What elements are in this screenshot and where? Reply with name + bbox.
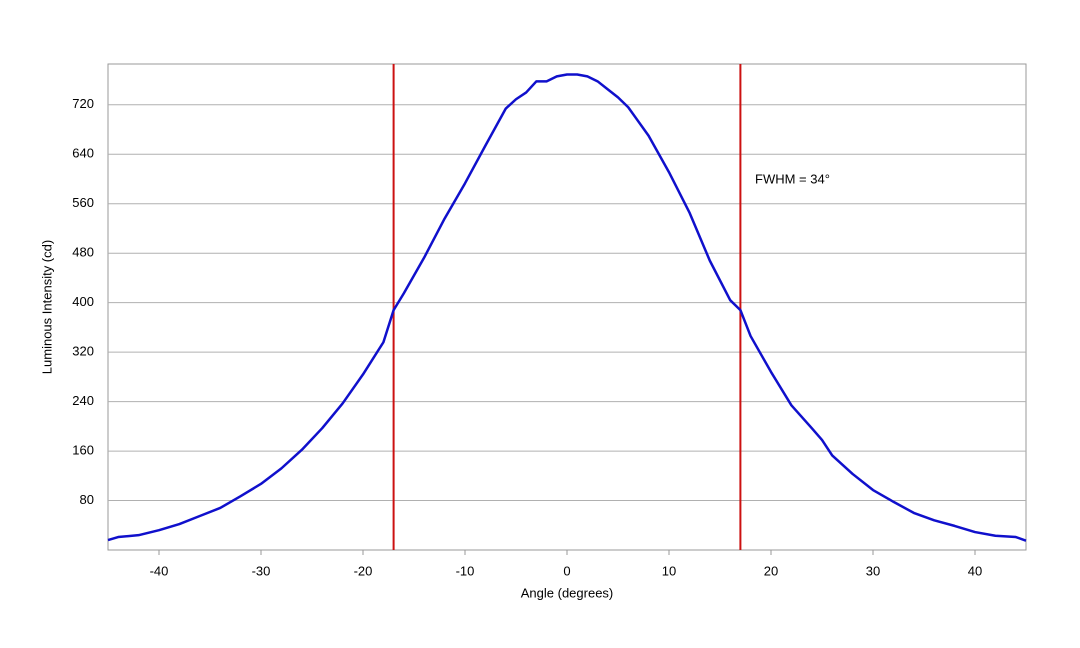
y-tick-label: 80 [80,492,94,507]
data-line [107,73,1027,542]
x-tick-label: -20 [354,563,373,578]
y-axis-label: Luminous Intensity (cd) [39,240,54,374]
y-tick-label: 160 [72,443,94,458]
x-axis-label: Angle (degrees) [521,585,614,600]
y-tick-label: 400 [72,294,94,309]
x-tick-label: -10 [456,563,475,578]
y-tick-label: 640 [72,146,94,161]
y-tick-label: 720 [72,96,94,111]
y-tick-label: 240 [72,393,94,408]
x-tick-label: 10 [662,563,676,578]
y-tick-label: 320 [72,344,94,359]
x-tick-label: 0 [563,563,570,578]
x-tick-label: 20 [764,563,778,578]
plot-area [107,63,1027,551]
x-tick-label: -30 [252,563,271,578]
x-tick-label: 30 [866,563,880,578]
annotation: FWHM = 34° [755,171,830,186]
y-tick-label: 480 [72,245,94,260]
x-tick-label: -40 [150,563,169,578]
y-tick-label: 560 [72,195,94,210]
x-tick-label: 40 [968,563,982,578]
